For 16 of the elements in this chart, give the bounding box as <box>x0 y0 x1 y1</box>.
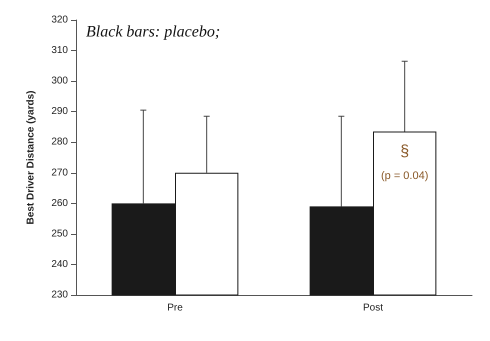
y-tick-label: 320 <box>51 14 68 26</box>
annotation: Black bars: placebo; <box>86 24 220 40</box>
y-tick-label: 300 <box>51 76 68 87</box>
x-tick-label: Post <box>362 302 384 314</box>
y-tick-label: 260 <box>51 198 68 209</box>
annotation: (p = 0.04) <box>380 170 428 182</box>
y-tick-label: 250 <box>51 228 68 240</box>
y-tick-label: 230 <box>51 290 68 300</box>
y-tick-label: 290 <box>51 106 68 118</box>
y-axis-title: Best Driver Distance (yards) <box>26 90 36 224</box>
y-tick-label: 280 <box>51 136 68 148</box>
x-tick-label: Pre <box>167 302 184 314</box>
y-tick-label: 310 <box>51 45 68 56</box>
y-tick-label: 270 <box>51 167 68 178</box>
y-tick-label: 240 <box>51 258 68 270</box>
annotation: § <box>400 142 410 160</box>
